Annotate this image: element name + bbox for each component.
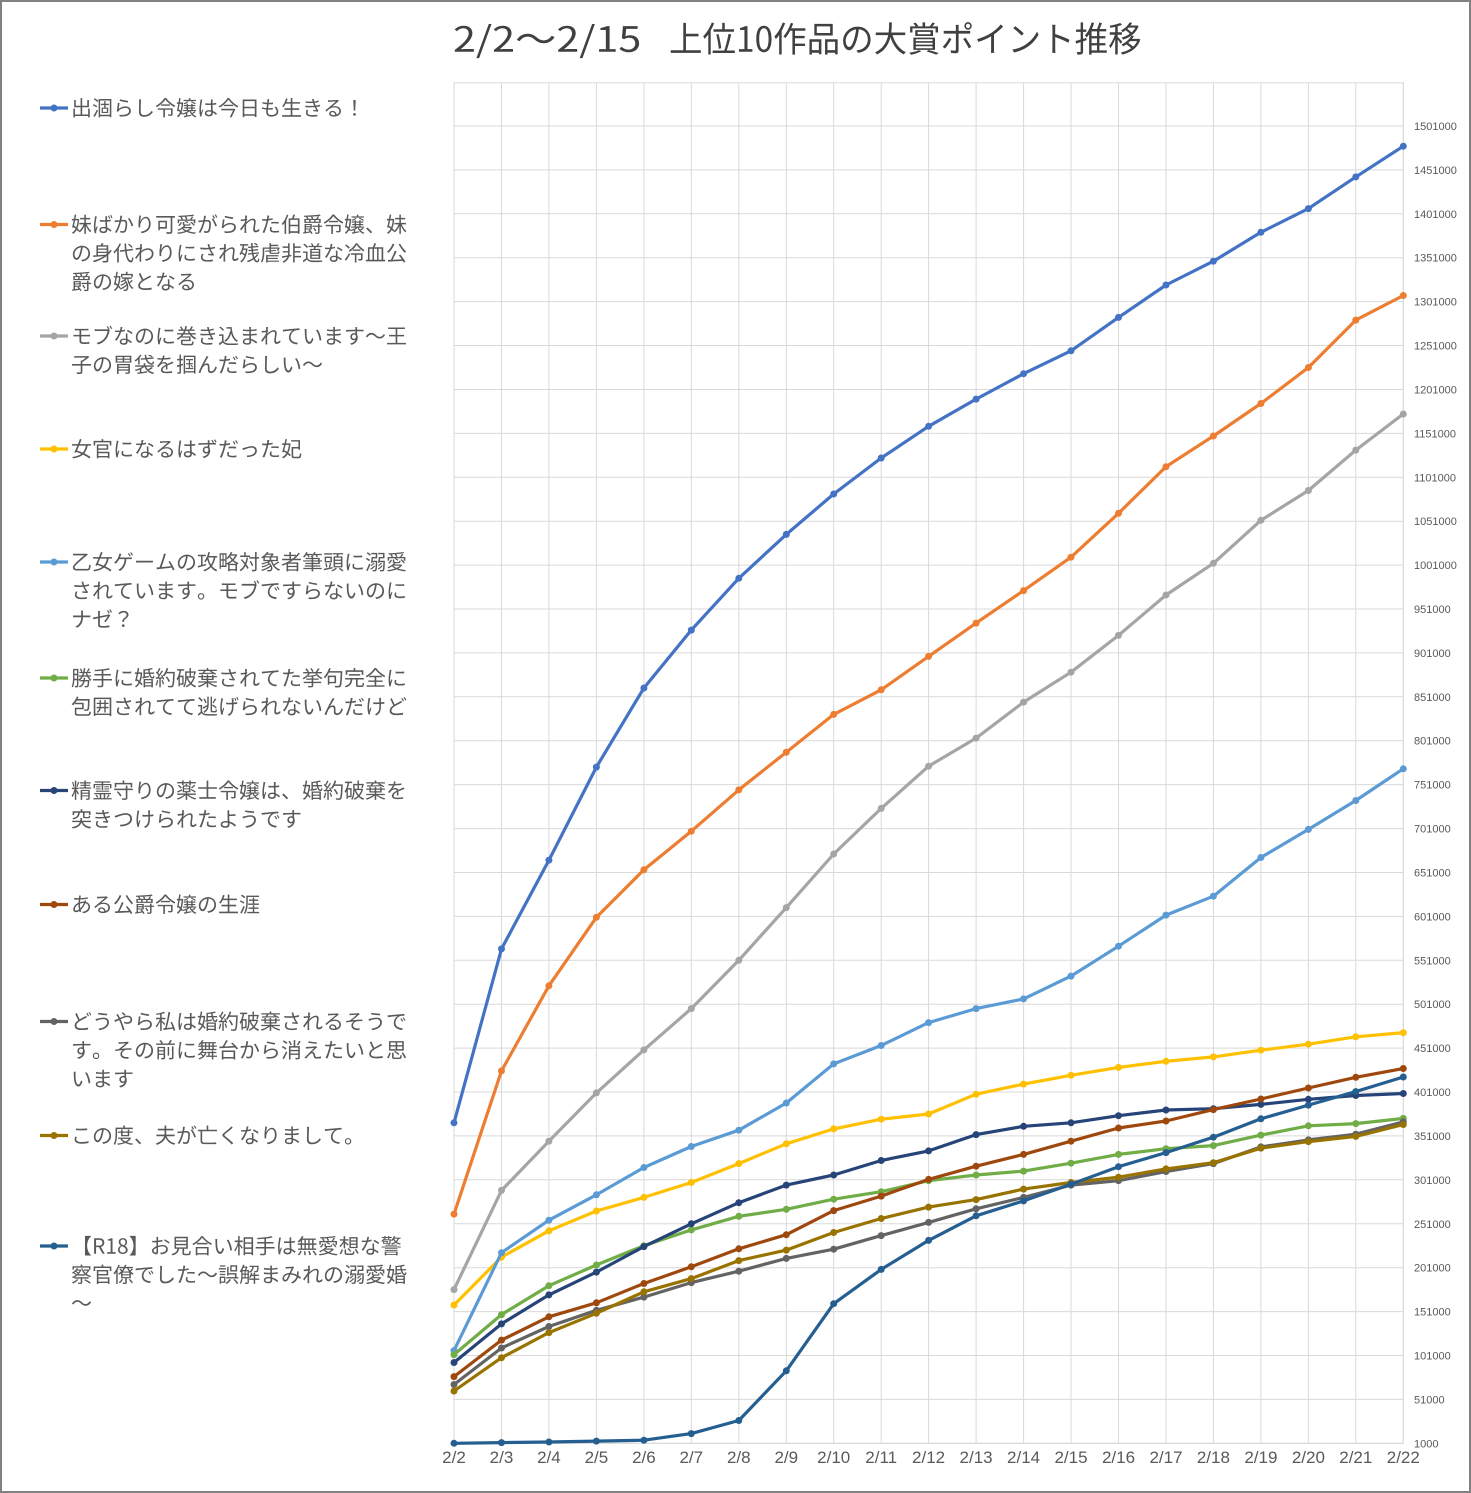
svg-text:251000: 251000 (1414, 1219, 1451, 1231)
svg-text:1251000: 1251000 (1414, 341, 1457, 353)
svg-text:501000: 501000 (1414, 999, 1451, 1011)
svg-text:2/14: 2/14 (1007, 1448, 1040, 1467)
svg-text:2/15: 2/15 (1054, 1448, 1087, 1467)
svg-text:451000: 451000 (1414, 1043, 1451, 1055)
svg-text:851000: 851000 (1414, 692, 1451, 704)
svg-text:101000: 101000 (1414, 1351, 1451, 1363)
svg-text:2/17: 2/17 (1149, 1448, 1182, 1467)
svg-text:1151000: 1151000 (1414, 428, 1456, 440)
svg-text:2/4: 2/4 (537, 1448, 561, 1467)
svg-text:2/10: 2/10 (817, 1448, 850, 1467)
svg-text:2/22: 2/22 (1387, 1448, 1420, 1467)
svg-text:1201000: 1201000 (1414, 385, 1457, 397)
svg-text:351000: 351000 (1414, 1131, 1451, 1143)
svg-text:651000: 651000 (1414, 868, 1451, 880)
svg-text:1051000: 1051000 (1414, 516, 1457, 528)
svg-text:1101000: 1101000 (1414, 472, 1456, 484)
svg-text:701000: 701000 (1414, 824, 1451, 836)
svg-text:2/5: 2/5 (585, 1448, 609, 1467)
svg-text:2/13: 2/13 (960, 1448, 993, 1467)
svg-text:2/16: 2/16 (1102, 1448, 1135, 1467)
svg-text:1001000: 1001000 (1414, 560, 1457, 572)
svg-text:2/6: 2/6 (632, 1448, 656, 1467)
svg-text:2/19: 2/19 (1244, 1448, 1277, 1467)
svg-text:751000: 751000 (1414, 780, 1451, 792)
svg-text:2/12: 2/12 (912, 1448, 945, 1467)
svg-text:201000: 201000 (1414, 1263, 1451, 1275)
svg-text:1401000: 1401000 (1414, 209, 1457, 221)
svg-text:401000: 401000 (1414, 1087, 1451, 1099)
svg-text:2/2: 2/2 (442, 1448, 466, 1467)
svg-text:151000: 151000 (1414, 1307, 1451, 1319)
svg-text:2/7: 2/7 (679, 1448, 703, 1467)
svg-text:2/8: 2/8 (727, 1448, 751, 1467)
svg-text:2/3: 2/3 (490, 1448, 514, 1467)
svg-text:2/11: 2/11 (865, 1448, 897, 1467)
svg-text:2/20: 2/20 (1292, 1448, 1325, 1467)
svg-text:1301000: 1301000 (1414, 297, 1457, 309)
svg-text:801000: 801000 (1414, 736, 1451, 748)
svg-text:901000: 901000 (1414, 648, 1451, 660)
svg-text:51000: 51000 (1414, 1394, 1445, 1406)
svg-text:1000: 1000 (1414, 1438, 1438, 1450)
svg-text:2/21: 2/21 (1339, 1448, 1372, 1467)
svg-text:1451000: 1451000 (1414, 165, 1457, 177)
svg-text:301000: 301000 (1414, 1175, 1451, 1187)
svg-text:951000: 951000 (1414, 604, 1451, 616)
svg-text:551000: 551000 (1414, 955, 1451, 967)
svg-text:1501000: 1501000 (1414, 121, 1457, 133)
svg-text:2/9: 2/9 (774, 1448, 798, 1467)
svg-text:1351000: 1351000 (1414, 253, 1457, 265)
svg-text:601000: 601000 (1414, 911, 1451, 923)
svg-text:2/18: 2/18 (1197, 1448, 1230, 1467)
